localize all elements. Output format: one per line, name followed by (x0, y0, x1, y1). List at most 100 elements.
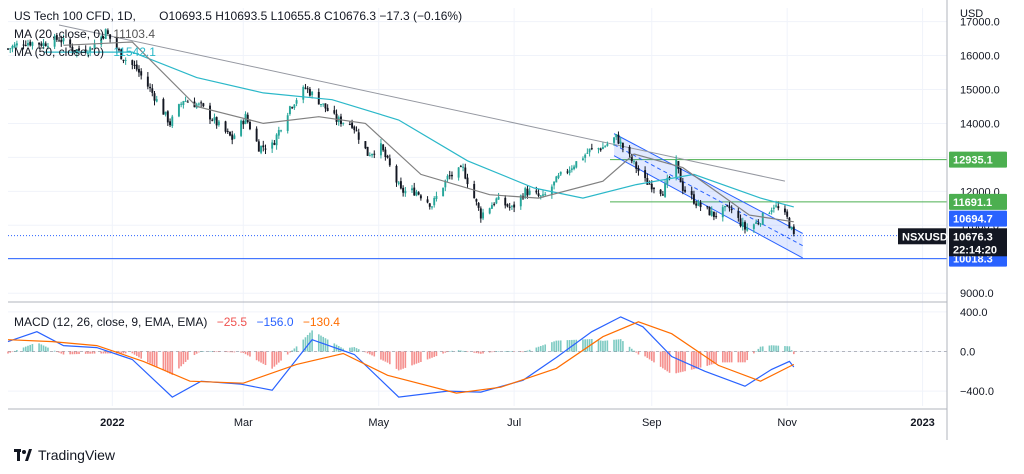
time-tick-label: May (368, 417, 389, 429)
candle-body (353, 126, 356, 131)
candle-body (692, 194, 695, 204)
macd-histogram-bar (102, 351, 105, 354)
candle-body (435, 195, 438, 200)
candle-body (504, 197, 507, 206)
macd-histogram-bar (495, 351, 498, 353)
candle-body (302, 87, 305, 100)
drawings[interactable] (58, 24, 803, 259)
candle-body (133, 64, 136, 66)
candle-body (320, 103, 322, 105)
macd-histogram-bar (662, 351, 664, 369)
candle-body (122, 59, 125, 61)
candle-body (184, 100, 187, 102)
macd-histogram-bar (677, 351, 680, 373)
symbol-title[interactable]: US Tech 100 CFD, 1D, (14, 9, 136, 23)
candle-body (100, 36, 103, 45)
macd-histogram-bar (118, 351, 120, 354)
candle-body (342, 122, 345, 124)
candle-body (233, 135, 236, 139)
macd-histogram-bar (357, 349, 360, 352)
macd-histogram-bar (84, 351, 87, 354)
macd-histogram-bar (726, 351, 729, 363)
macd-histogram-bar (635, 351, 638, 353)
candle-body (506, 204, 509, 207)
macd-histogram-bar (557, 340, 560, 352)
macd-histogram-bar (653, 351, 655, 363)
macd-histogram-bar (404, 351, 407, 368)
macd-histogram-bar (29, 344, 31, 352)
macd-histogram-bar (389, 351, 391, 365)
moving-averages (43, 41, 794, 223)
candle-body (786, 211, 789, 217)
macd-histogram-bar (644, 351, 646, 357)
candle-body (93, 43, 96, 49)
ma20-legend[interactable]: MA (20, close, 0) 11103.4 (14, 27, 161, 41)
macd-histogram-bar (602, 340, 604, 352)
candle-body (679, 168, 682, 183)
candle-body (604, 146, 607, 148)
candle-body (721, 207, 724, 218)
candle-body (666, 178, 669, 184)
candle-body (644, 170, 647, 179)
candle-body (31, 42, 34, 46)
ma50-legend[interactable]: MA (50, close, 0) 11542.1 (14, 45, 162, 59)
candle-body (715, 216, 718, 218)
candle-body (255, 128, 258, 142)
tradingview-watermark[interactable]: TradingView (14, 447, 115, 463)
candle-body (777, 206, 780, 209)
macd-histogram-bar (402, 351, 404, 369)
macd-histogram-bar (89, 351, 91, 354)
macd-histogram-bar (630, 348, 633, 352)
candle-body (681, 181, 684, 191)
macd-histogram-bar (124, 351, 127, 354)
macd-histogram-bar (770, 345, 773, 352)
time-axis[interactable]: 2022 Mar May Jul Sep Nov 2023 (100, 417, 935, 429)
candle-body (653, 188, 655, 190)
macd-histogram-bar (460, 350, 462, 352)
macd-histogram-bar (373, 351, 376, 357)
candle-body (451, 174, 453, 177)
candle-body (590, 148, 593, 150)
price-tick-label: 9000.0 (960, 288, 994, 300)
candle-body (155, 99, 158, 102)
candle-body (46, 46, 49, 48)
macd-histogram-bar (513, 351, 515, 353)
candle-body (482, 212, 485, 219)
macd-histogram-bar (164, 351, 167, 372)
candle-body (397, 182, 400, 184)
candle-body (404, 190, 407, 194)
macd-histogram-bar (506, 351, 509, 352)
macd-label: MACD (12, 26, close, 9, EMA, EMA) (14, 315, 208, 329)
ma20-value: 11103.4 (113, 27, 155, 41)
macd-histogram-bar (273, 351, 276, 367)
macd-histogram-bar (271, 351, 273, 369)
candle-body (431, 206, 433, 208)
macd-histogram-bar (349, 347, 351, 352)
candle-body (739, 218, 742, 227)
ma50-value: 11542.1 (113, 45, 156, 59)
macd-histogram-bar (566, 340, 569, 352)
candle-body (417, 192, 420, 195)
macd-histogram-bar (442, 351, 444, 354)
candle-body (706, 206, 709, 208)
candle-body (601, 147, 604, 150)
macd-histogram-bar (198, 351, 200, 353)
macd-histogram-bar (295, 346, 298, 352)
macd-histogram-bar (47, 347, 49, 352)
candle-body (395, 165, 398, 183)
macd-histogram-bar (690, 351, 693, 370)
macd-histogram-bar (528, 349, 531, 352)
macd-histogram-bar (380, 351, 382, 360)
macd-histogram-bar (744, 351, 746, 363)
macd-axis[interactable]: 400.0 0.0 −400.0 (960, 307, 994, 398)
candle-body (426, 199, 429, 203)
macd-histogram-bar (537, 346, 540, 352)
macd-legend[interactable]: MACD (12, 26, close, 9, EMA, EMA) −25.5 … (14, 315, 346, 329)
macd-histogram-bar (475, 351, 478, 354)
last-price-tag: NSXUSD 10676.322:14:20 (898, 228, 1007, 257)
candle-body (153, 93, 156, 101)
macd-histogram-bar (582, 339, 584, 352)
candle-body (215, 117, 218, 126)
